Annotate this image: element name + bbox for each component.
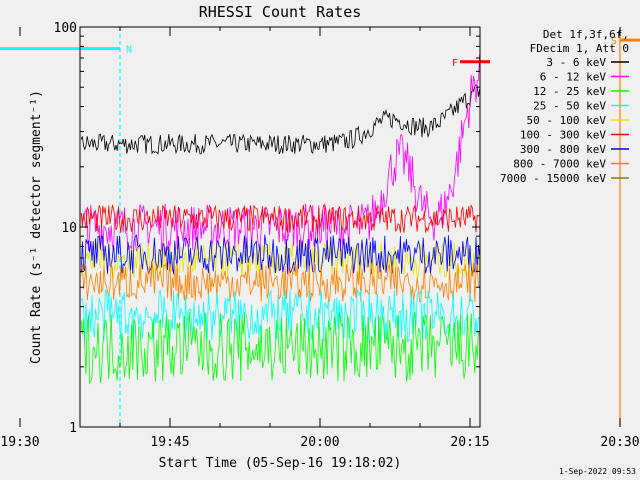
series-line-1	[80, 54, 480, 252]
x-tick-label-3: 20:15	[450, 435, 489, 450]
series-line-3	[80, 241, 480, 280]
render-timestamp: 1-Sep-2022 09:53	[559, 467, 636, 476]
legend-label-7: 800 - 7000 keV	[513, 158, 606, 171]
x-tick-label-2: 20:00	[300, 435, 339, 450]
legend-label-0: 3 - 6 keV	[546, 56, 606, 69]
x-tick-label-4: 20:30	[600, 435, 639, 450]
series-line-0	[80, 84, 480, 155]
legend-label-8: 7000 - 15000 keV	[500, 172, 606, 185]
series-group	[80, 54, 480, 385]
legend-label-5: 100 - 300 keV	[520, 129, 606, 142]
series-line-6	[80, 288, 480, 343]
flag-bars: N S F	[0, 36, 640, 69]
legend-header-1: FDecim 1, Att 0	[530, 42, 629, 55]
y-axis-label: Count Rate (s⁻¹ detector segment⁻¹)	[29, 90, 44, 364]
series-line-7	[80, 311, 480, 385]
legend: Det 1f,3f,6f,FDecim 1, Att 03 - 6 keV 6 -…	[500, 28, 629, 185]
flag-label-3: F	[452, 58, 458, 69]
series-line-4	[80, 234, 480, 275]
legend-label-6: 300 - 800 keV	[520, 143, 606, 156]
legend-header-0: Det 1f,3f,6f,	[543, 28, 629, 41]
y-tick-label-0: 1	[69, 421, 77, 436]
flag-label-2: S	[611, 36, 617, 47]
x-tick-label-0: 19:30	[0, 435, 39, 450]
x-tick-label-1: 19:45	[150, 435, 189, 450]
x-axis-label: Start Time (05-Sep-16 19:18:02)	[159, 456, 402, 471]
legend-label-1: 6 - 12 keV	[540, 71, 607, 84]
y-axis: 1 10 100	[54, 21, 480, 436]
legend-label-4: 50 - 100 keV	[527, 114, 607, 127]
y-tick-label-2: 100	[54, 21, 77, 36]
legend-label-2: 12 - 25 keV	[533, 85, 606, 98]
y-tick-label-1: 10	[61, 221, 77, 236]
series-line-5	[80, 261, 480, 303]
series-line-2	[80, 203, 480, 234]
legend-label-3: 25 - 50 keV	[533, 100, 606, 113]
flag-label-0: N	[126, 45, 132, 56]
chart-title: RHESSI Count Rates	[199, 3, 362, 21]
